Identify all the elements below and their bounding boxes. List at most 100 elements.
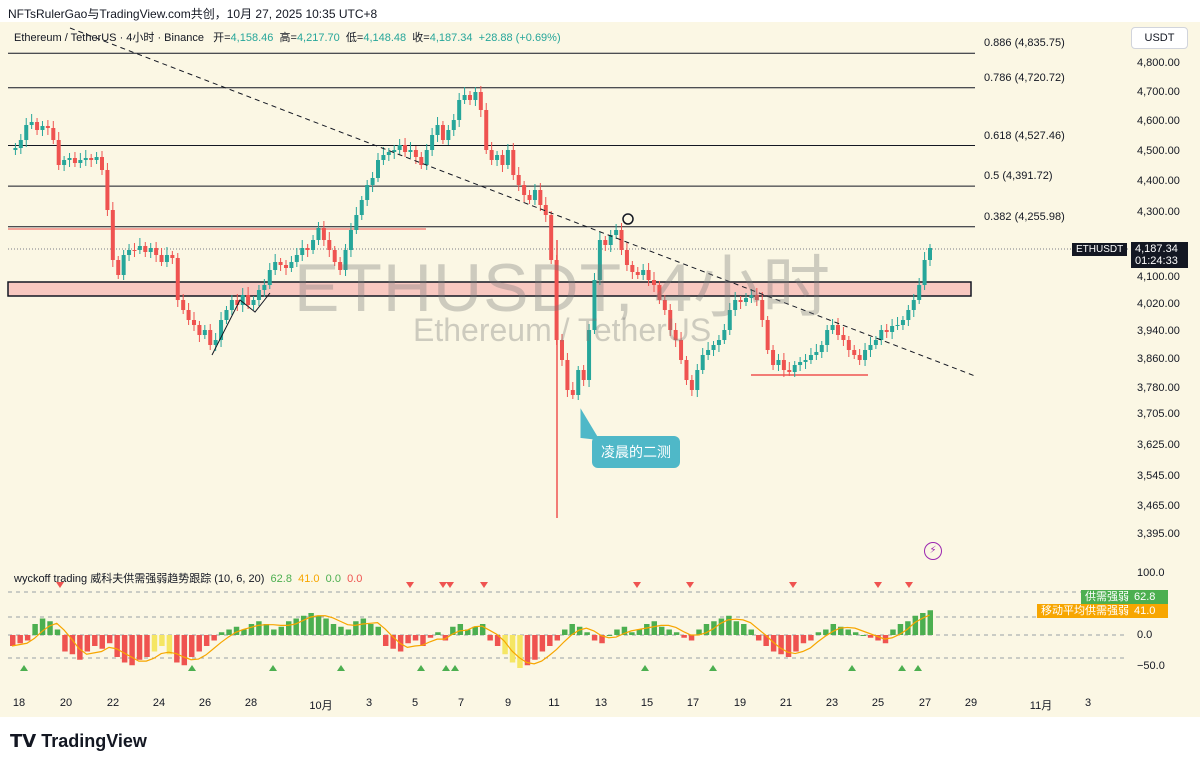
price-tick: 3,705.00	[1137, 408, 1180, 420]
candle-body	[13, 148, 18, 150]
candle-body	[668, 310, 673, 330]
candle-body	[159, 255, 164, 262]
indicator-bar	[420, 635, 426, 646]
indicator-bar	[300, 615, 307, 635]
candle-body	[197, 325, 202, 335]
candle-body	[240, 295, 245, 305]
annotation-callout[interactable]: 凌晨的二测	[592, 436, 680, 468]
candle-body	[505, 150, 510, 165]
price-tick: 3,465.00	[1137, 500, 1180, 512]
candle-body	[181, 300, 186, 310]
candle-body	[435, 125, 440, 135]
candle-body	[311, 240, 316, 250]
candle-body	[836, 325, 840, 335]
indicator-name[interactable]: wyckoff trading 威科夫供需强弱趋势跟踪 (10, 6, 20)	[14, 573, 265, 585]
candle-body	[89, 158, 94, 160]
indicator-bar	[890, 629, 896, 635]
candle-body	[500, 155, 505, 165]
time-tick: 20	[59, 697, 73, 709]
indicator-bar	[390, 635, 396, 649]
candle-body	[284, 265, 288, 268]
indicator-bar	[457, 624, 464, 635]
candle-body	[343, 250, 348, 270]
candle-body	[700, 355, 705, 370]
indicator-bar	[800, 635, 807, 644]
indicator-panel	[8, 582, 1125, 671]
peak-marker	[622, 213, 634, 225]
chart-canvas[interactable]	[0, 22, 1200, 717]
candle-body	[733, 300, 738, 310]
price-tick: 3,395.00	[1137, 528, 1180, 540]
indicator-bar	[569, 624, 575, 635]
indicator-bar	[382, 635, 389, 646]
symbol-label[interactable]: Ethereum / TetherUS · 4小时 · Binance	[14, 32, 204, 44]
time-tick: 19	[733, 697, 747, 709]
candle-body	[776, 360, 781, 365]
candle-body	[846, 340, 851, 350]
indicator-bar	[99, 635, 105, 649]
indicator-bar	[62, 635, 68, 652]
high-value: 4,217.70	[296, 32, 340, 44]
indicator-bar	[718, 618, 725, 635]
indicator-bar	[479, 624, 486, 635]
candle-body	[538, 190, 543, 205]
indicator-bar	[487, 635, 493, 641]
strength-badge: 供需强弱	[1081, 590, 1133, 604]
candle-body	[451, 120, 456, 130]
indicator-bar	[69, 635, 76, 655]
indicator-bar	[226, 629, 232, 635]
candle-body	[175, 258, 180, 300]
indicator-bar	[785, 635, 792, 657]
candle-body	[917, 285, 922, 300]
price-tick: 4,700.00	[1137, 86, 1180, 98]
indicator-bar	[256, 621, 262, 635]
currency-button[interactable]: USDT	[1131, 27, 1188, 49]
indicator-bar	[427, 635, 434, 638]
price-tick: 4,300.00	[1137, 206, 1180, 218]
candle-body	[792, 365, 797, 372]
sell-signal-marker	[905, 582, 913, 588]
candle-body	[852, 350, 857, 355]
open-value: 4,158.46	[230, 32, 274, 44]
time-tick: 23	[825, 697, 839, 709]
candle-body	[305, 248, 310, 250]
symbol-price-tag: ETHUSDT	[1072, 243, 1128, 256]
candle-body	[803, 360, 808, 362]
indicator-bar	[494, 635, 501, 646]
flash-icon[interactable]: ⚡	[924, 542, 942, 560]
buy-signal-marker	[188, 665, 196, 671]
candle-body	[781, 360, 786, 370]
indicator-bar	[17, 635, 23, 644]
candle-body	[94, 157, 99, 160]
buy-signal-marker	[269, 665, 277, 671]
indicator-bar	[218, 632, 225, 635]
indicator-bar	[808, 635, 814, 641]
candle-body	[749, 295, 754, 298]
candle-body	[630, 265, 635, 272]
fib-label: 0.618 (4,527.46)	[984, 129, 1065, 142]
price-tick: 3,780.00	[1137, 382, 1180, 394]
candle-body	[457, 100, 462, 120]
candle-body	[116, 260, 121, 275]
close-value: 4,187.34	[429, 32, 473, 44]
indicator-bar	[263, 624, 270, 635]
price-tick: 4,400.00	[1137, 175, 1180, 187]
candle-body	[928, 248, 932, 260]
candle-body	[771, 350, 776, 365]
candle-body	[722, 330, 727, 340]
indicator-bar	[673, 632, 680, 635]
buy-signal-marker	[641, 665, 649, 671]
candle-body	[738, 300, 743, 302]
candle-body	[148, 248, 153, 252]
candle-body	[170, 255, 175, 258]
indicator-bar	[166, 635, 173, 655]
tradingview-logo[interactable]: 𝗧𝗩 TradingView	[10, 731, 147, 751]
buy-signal-marker	[20, 665, 28, 671]
candle-body	[695, 370, 700, 390]
support-zone-rect	[7, 281, 972, 297]
indicator-bar	[114, 635, 120, 657]
buy-signal-marker	[898, 665, 906, 671]
buy-signal-marker	[709, 665, 717, 671]
